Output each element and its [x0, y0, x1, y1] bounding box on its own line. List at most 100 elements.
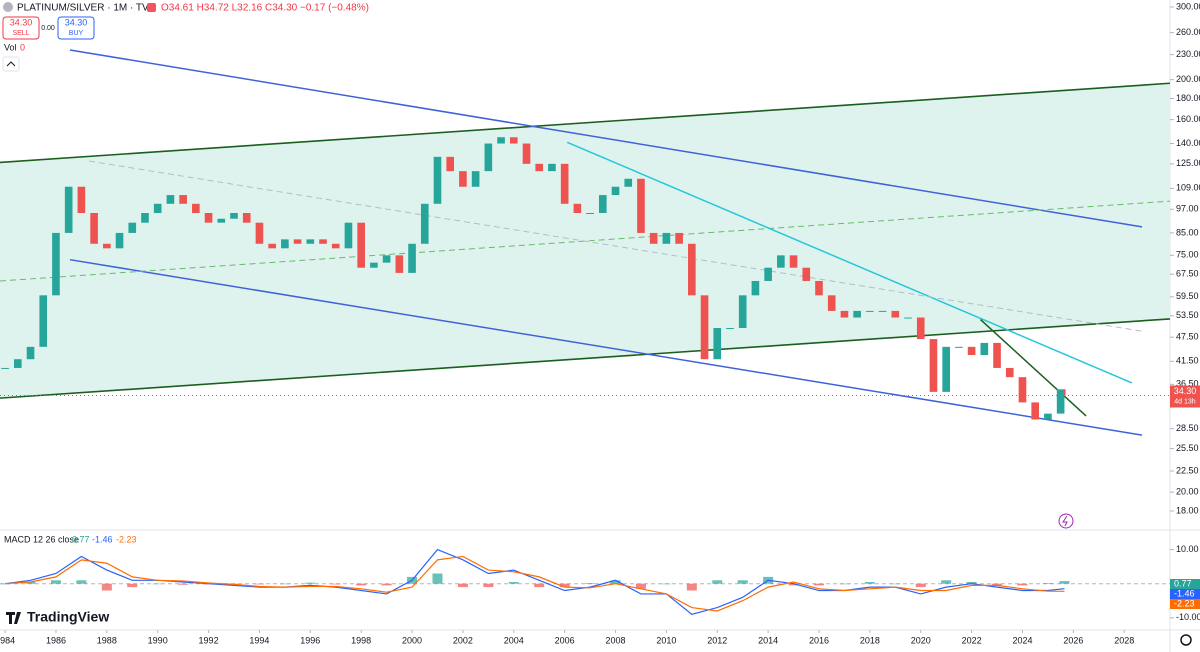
y-tick-label: 28.50 [1176, 423, 1199, 433]
macd-histogram-bar [381, 583, 392, 586]
candle [331, 243, 340, 249]
y-tick-label: 75.00 [1176, 250, 1199, 260]
candle [90, 212, 98, 244]
candle [891, 310, 900, 318]
candle [916, 317, 925, 340]
candle [751, 280, 760, 296]
macd-histogram-bar [305, 582, 316, 584]
sell-button[interactable] [2, 16, 40, 40]
candle [522, 143, 531, 164]
brand[interactable]: TradingView [27, 609, 109, 625]
candle [802, 267, 811, 281]
candle [649, 232, 658, 244]
candle [726, 327, 734, 329]
macd-histogram-bar [585, 583, 596, 584]
x-tick-label: 1996 [300, 635, 320, 645]
x-tick-label: 2026 [1063, 635, 1083, 645]
candle [738, 295, 747, 328]
x-tick-label: 1986 [46, 635, 66, 645]
candle [217, 218, 226, 223]
y-tick-label: 160.00 [1176, 114, 1200, 124]
event-icon[interactable] [1058, 513, 1074, 529]
candle [153, 203, 162, 213]
candle [382, 255, 391, 263]
macd-histogram-bar [330, 583, 341, 585]
macd-tag [1170, 579, 1200, 589]
candle [713, 327, 722, 360]
candle [281, 239, 289, 249]
x-tick-label: 1992 [199, 635, 219, 645]
candle [815, 280, 823, 296]
y-tick-label: 180.00 [1176, 93, 1200, 103]
macd-histogram-bar [432, 573, 443, 584]
macd-histogram-bar [941, 580, 952, 584]
candle [764, 267, 772, 281]
macd-histogram-bar [508, 582, 519, 584]
candle [535, 163, 544, 172]
candle [1, 367, 9, 369]
candle [1044, 413, 1052, 420]
macd-histogram-bar [1017, 583, 1028, 586]
macd-histogram-bar [839, 583, 850, 585]
candle [242, 212, 251, 223]
buy-label[interactable]: BUY [69, 30, 84, 37]
candle [471, 171, 480, 187]
candle [141, 212, 149, 223]
candle [955, 346, 963, 348]
macd-histogram-bar [992, 583, 1003, 586]
buy-button[interactable] [57, 16, 95, 40]
macd-histogram-bar [279, 583, 290, 585]
macd-histogram-bar [864, 582, 875, 584]
macd-legend-signal: -2.23 [116, 534, 137, 544]
y-tick-label: 36.50 [1176, 379, 1199, 389]
macd-title: MACD 12 26 close [4, 534, 79, 544]
sell-label[interactable]: SELL [12, 30, 29, 37]
y-tick-label: 109.00 [1176, 183, 1200, 193]
candle [344, 222, 353, 249]
sell-price[interactable]: 34.30 [10, 17, 33, 27]
candle [942, 346, 950, 392]
brand-logo [6, 612, 21, 624]
x-tick-label: 1998 [351, 635, 371, 645]
trend-line [69, 49, 1143, 228]
trend-line [0, 200, 1171, 282]
candle [433, 156, 442, 204]
buy-price[interactable]: 34.30 [65, 17, 88, 27]
symbol-icon [3, 2, 13, 12]
candle [993, 342, 1001, 368]
x-tick-label: 2010 [656, 635, 676, 645]
symbol[interactable]: PLATINUM/SILVER · 1M · TVC [17, 3, 156, 14]
settings-icon[interactable] [1180, 634, 1192, 646]
candle [929, 339, 938, 392]
candle [1005, 367, 1014, 378]
macd-signal-line [5, 555, 1065, 612]
candle [1063, 389, 1066, 396]
macd-histogram-bar [457, 583, 468, 588]
candle [866, 310, 874, 312]
volume-label: Vol [4, 42, 17, 52]
flag-icon[interactable] [147, 3, 156, 12]
candle [420, 203, 429, 244]
candle [878, 310, 887, 312]
candle [637, 178, 645, 233]
macd-tag-label: -1.46 [1174, 588, 1195, 598]
macd-histogram-bar [635, 583, 646, 589]
macd-histogram-bar [890, 583, 901, 585]
candle [293, 239, 302, 244]
x-tick-label: 2020 [911, 635, 931, 645]
x-tick-label: 1984 [0, 635, 15, 645]
macd-histogram-bar [915, 583, 926, 588]
macd-histogram-bar [661, 583, 672, 585]
macd-histogram-bar [559, 583, 570, 588]
macd-legend-hist: 0.77 [72, 534, 90, 544]
collapse-button[interactable] [2, 56, 20, 72]
countdown: 4d 13h [1174, 398, 1196, 405]
macd-histogram-bar [356, 583, 367, 586]
y-tick-label: 47.50 [1176, 332, 1199, 342]
x-tick-label: 2028 [1114, 635, 1134, 645]
candle [497, 137, 505, 144]
macd-histogram-bar [686, 583, 697, 591]
